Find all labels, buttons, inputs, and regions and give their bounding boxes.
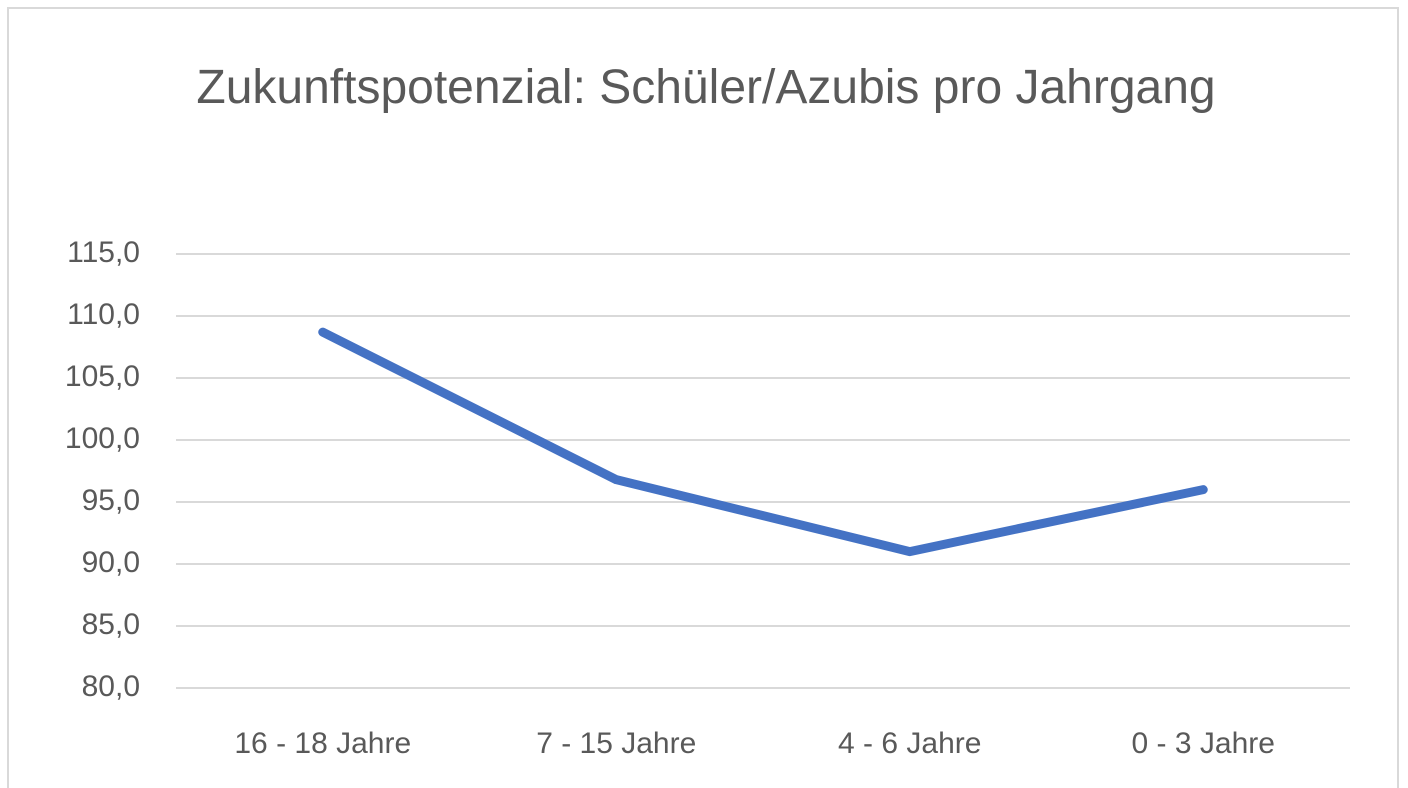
y-tick-label: 105,0 — [65, 360, 140, 393]
chart-border — [7, 7, 1399, 788]
y-tick-label: 115,0 — [67, 236, 140, 269]
data-line — [318, 327, 1208, 557]
y-tick-label: 100,0 — [65, 422, 140, 455]
chart-title: Zukunftspotenzial: Schüler/Azubis pro Ja… — [196, 61, 1216, 114]
y-tick-label: 85,0 — [82, 608, 140, 641]
x-tick-label: 7 - 15 Jahre — [536, 727, 696, 760]
x-tick-label: 4 - 6 Jahre — [838, 727, 981, 760]
y-tick-label: 80,0 — [82, 670, 140, 703]
x-tick-label: 0 - 3 Jahre — [1132, 727, 1275, 760]
y-tick-label: 90,0 — [82, 546, 140, 579]
x-tick-label: 16 - 18 Jahre — [234, 727, 411, 760]
y-tick-label: 110,0 — [67, 298, 140, 331]
y-tick-label: 95,0 — [82, 484, 140, 517]
